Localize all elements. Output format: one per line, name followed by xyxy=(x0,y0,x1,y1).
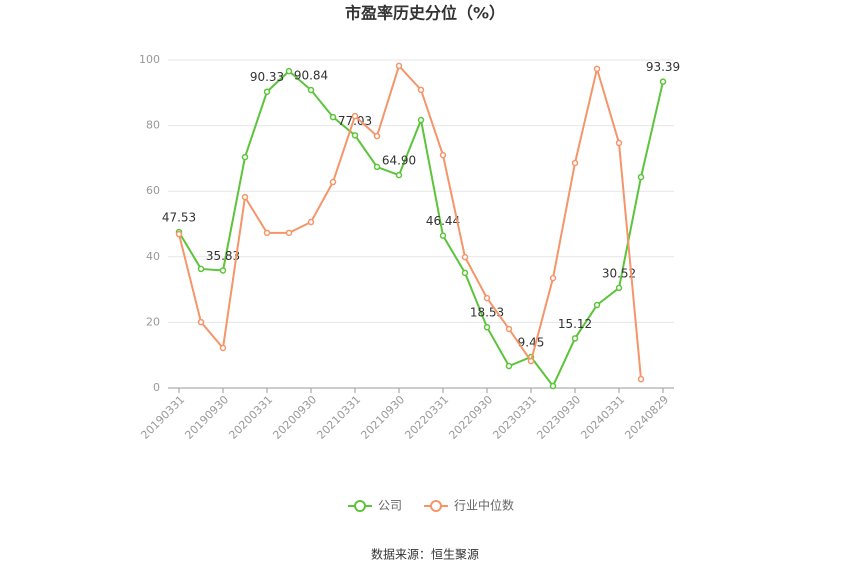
point xyxy=(285,67,293,75)
point xyxy=(329,113,337,121)
x-tick-label: 20220930 xyxy=(446,393,495,442)
legend-label: 公司 xyxy=(378,499,402,513)
data-label: 47.53 xyxy=(162,211,196,225)
point xyxy=(439,232,447,239)
data-label: 35.83 xyxy=(206,249,240,263)
point xyxy=(593,301,601,309)
point xyxy=(307,86,315,94)
data-label: 90.84 xyxy=(294,69,328,83)
point xyxy=(263,88,271,95)
point xyxy=(351,112,359,120)
point xyxy=(219,267,227,274)
point xyxy=(571,335,579,342)
y-tick-label: 80 xyxy=(146,119,160,132)
point xyxy=(505,325,513,333)
x-tick-label: 20200930 xyxy=(270,393,319,442)
point xyxy=(241,193,249,201)
data-label: 30.52 xyxy=(602,266,636,280)
point xyxy=(395,171,403,179)
point xyxy=(241,153,249,161)
point xyxy=(483,294,491,302)
point xyxy=(637,173,645,181)
point xyxy=(197,265,205,273)
point xyxy=(351,132,359,139)
point xyxy=(637,375,645,383)
point xyxy=(549,274,557,282)
data-label: 15.12 xyxy=(558,317,592,331)
point xyxy=(373,163,381,171)
data-label: 64.90 xyxy=(382,154,416,168)
line xyxy=(178,63,642,380)
x-tick-label: 20240331 xyxy=(578,393,627,442)
point xyxy=(527,357,535,365)
point xyxy=(505,362,513,370)
point xyxy=(219,344,227,352)
x-tick-label: 20230930 xyxy=(534,393,583,442)
legend-marker xyxy=(354,500,366,512)
point xyxy=(461,253,469,261)
point xyxy=(197,318,205,326)
point xyxy=(615,139,623,147)
point xyxy=(175,230,183,238)
point xyxy=(571,159,579,167)
source: 数据来源：恒生聚源 xyxy=(371,547,479,562)
chart-title: 市盈率历史分位（%） xyxy=(345,4,505,23)
x-tick-label: 20200331 xyxy=(226,393,275,442)
x-tick-label: 20210331 xyxy=(314,393,363,442)
point xyxy=(263,229,271,237)
point xyxy=(439,151,447,159)
point xyxy=(329,178,337,186)
point xyxy=(593,65,601,73)
y-tick-label: 20 xyxy=(146,315,160,328)
y-tick-label: 40 xyxy=(146,250,160,263)
x-tick-label: 20210930 xyxy=(358,393,407,442)
y-tick-label: 0 xyxy=(153,381,160,394)
point xyxy=(395,62,403,70)
x-tick-label: 20220331 xyxy=(402,393,451,442)
point xyxy=(483,323,491,331)
point xyxy=(659,78,667,85)
point xyxy=(461,269,469,277)
point xyxy=(373,132,381,140)
legend-marker xyxy=(430,500,443,512)
y-tick-label: 100 xyxy=(139,53,160,66)
x-tick-label: 20230331 xyxy=(490,393,539,442)
point xyxy=(307,218,315,226)
x-tick-label: 20240829 xyxy=(622,393,671,442)
y-tick-label: 60 xyxy=(146,184,160,197)
point xyxy=(285,229,293,237)
point xyxy=(549,382,557,390)
point xyxy=(417,116,425,124)
data-label: 46.44 xyxy=(426,214,460,228)
legend-label: 行业中位数 xyxy=(454,498,514,513)
data-label: 90.33 xyxy=(250,70,284,84)
point xyxy=(615,284,623,292)
point xyxy=(417,86,425,94)
x-tick-label: 20190331 xyxy=(138,393,187,442)
data-label: 18.53 xyxy=(470,306,504,320)
data-label: 93.39 xyxy=(646,60,680,74)
x-tick-label: 20190930 xyxy=(182,393,231,442)
